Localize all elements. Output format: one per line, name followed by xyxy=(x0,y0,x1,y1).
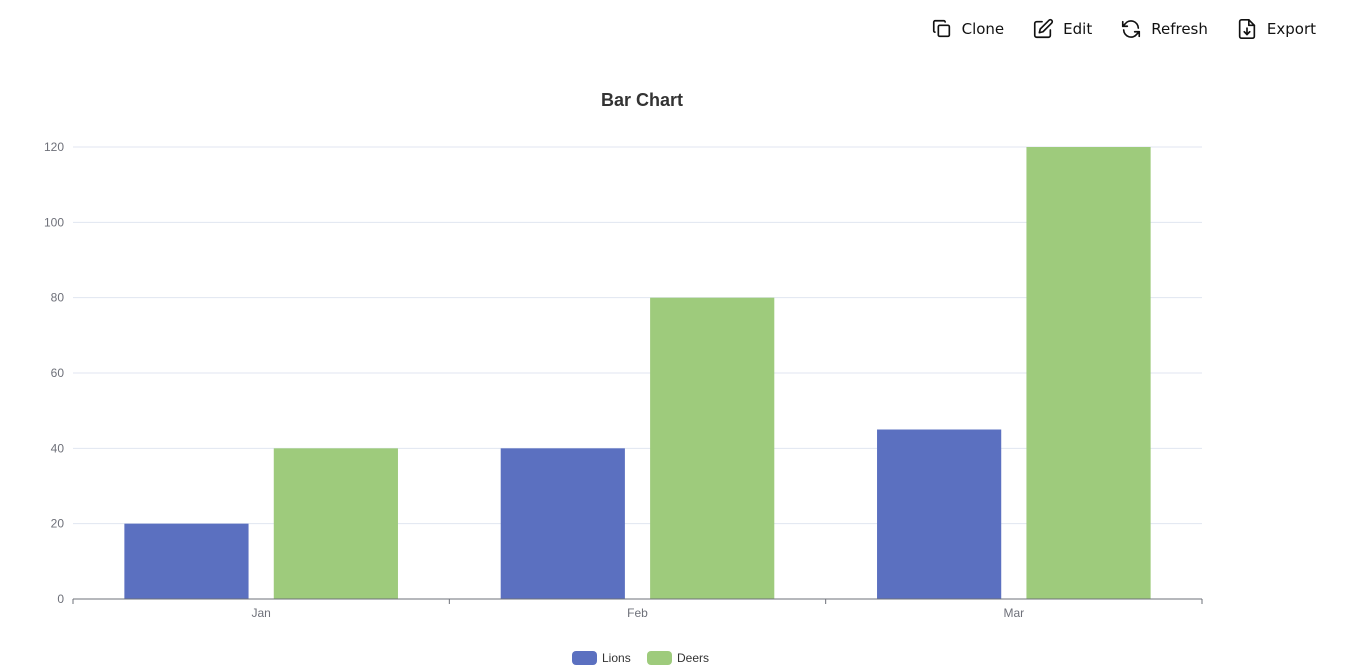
y-tick-label: 0 xyxy=(57,592,64,606)
bar-deers-feb[interactable] xyxy=(650,297,775,599)
export-icon xyxy=(1236,18,1258,40)
legend: Lions Deers xyxy=(572,651,709,665)
y-tick-label: 100 xyxy=(44,215,64,229)
edit-button[interactable]: Edit xyxy=(1032,14,1092,44)
legend-swatch xyxy=(647,651,672,665)
export-label: Export xyxy=(1266,20,1316,38)
x-tick-label: Feb xyxy=(627,606,648,620)
clone-icon xyxy=(931,18,953,40)
y-tick-label: 20 xyxy=(51,517,65,531)
y-tick-label: 80 xyxy=(51,291,65,305)
edit-icon xyxy=(1032,18,1054,40)
legend-item-deers[interactable]: Deers xyxy=(647,651,709,665)
clone-button[interactable]: Clone xyxy=(931,14,1005,44)
clone-label: Clone xyxy=(961,20,1005,38)
legend-label: Lions xyxy=(602,651,631,665)
y-tick-label: 60 xyxy=(51,366,65,380)
bar-deers-mar[interactable] xyxy=(1026,147,1151,599)
refresh-button[interactable]: Refresh xyxy=(1120,14,1208,44)
refresh-icon xyxy=(1120,18,1142,40)
chart-title: Bar Chart xyxy=(601,90,683,110)
x-tick-label: Mar xyxy=(1003,606,1024,620)
x-tick-label: Jan xyxy=(251,606,270,620)
legend-swatch xyxy=(572,651,597,665)
legend-label: Deers xyxy=(677,651,709,665)
y-tick-label: 40 xyxy=(51,441,65,455)
toolbar: Clone Edit Refresh xyxy=(931,14,1316,44)
bar-deers-jan[interactable] xyxy=(273,448,398,599)
y-axis-ticks: 0 20 40 60 80 100 120 xyxy=(44,140,64,606)
x-axis: Jan Feb Mar xyxy=(72,598,1203,620)
edit-label: Edit xyxy=(1063,20,1093,38)
bars xyxy=(124,147,1151,600)
bar-lions-jan[interactable] xyxy=(124,523,249,599)
legend-item-lions[interactable]: Lions xyxy=(572,651,631,665)
export-button[interactable]: Export xyxy=(1236,14,1316,44)
refresh-label: Refresh xyxy=(1151,20,1208,38)
grid-lines xyxy=(73,146,1202,525)
y-tick-label: 120 xyxy=(44,140,64,154)
bar-lions-mar[interactable] xyxy=(877,429,1002,600)
bar-lions-feb[interactable] xyxy=(500,448,625,599)
